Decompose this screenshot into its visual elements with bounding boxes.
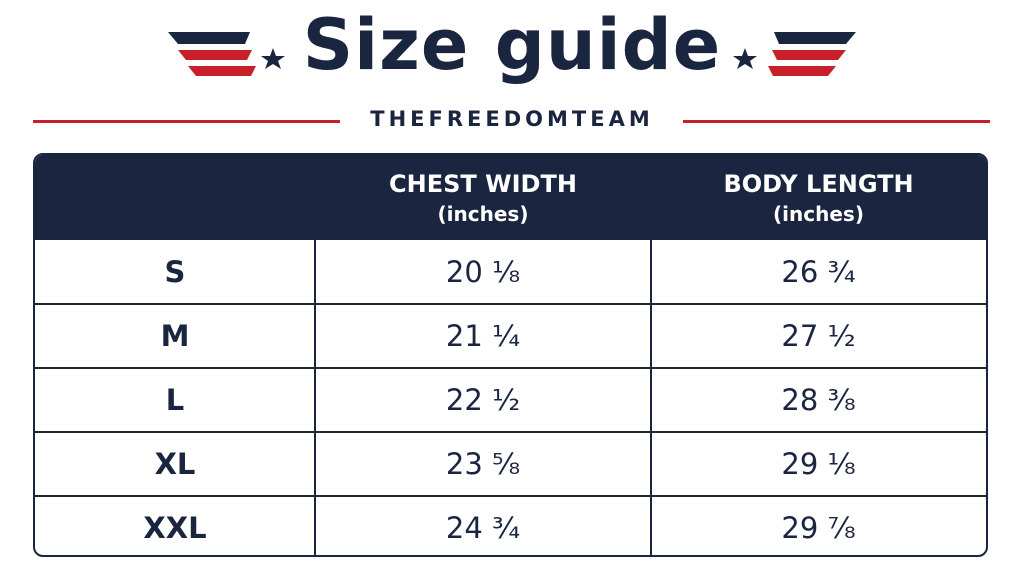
title-decoration: [168, 32, 856, 76]
measurement: 23 ⁵⁄₈: [445, 447, 521, 481]
size-table: CHEST WIDTH (inches) BODY LENGTH (inches) S 2…: [33, 153, 988, 557]
size-label: XL: [154, 447, 196, 481]
measurement: 27 ¹⁄₂: [781, 319, 856, 353]
divider: [33, 120, 340, 123]
subtitle: THEFREEDOMTEAM: [370, 107, 654, 131]
column-label: CHEST WIDTH: [389, 170, 577, 198]
size-label: L: [165, 383, 185, 417]
size-label: XXL: [143, 511, 207, 545]
right-wing: [733, 32, 856, 76]
measurement: 20 ¹⁄₈: [445, 255, 521, 289]
measurement: 29 ¹⁄₈: [781, 447, 856, 481]
measurement: 29 ⁷⁄₈: [781, 511, 856, 545]
row-divider: [35, 303, 986, 305]
measurement: 26 ³⁄₄: [781, 255, 856, 289]
table-header: [35, 155, 986, 240]
row-divider: [35, 431, 986, 433]
column-header: BODY LENGTH (inches): [651, 155, 986, 240]
size-label: M: [160, 319, 190, 353]
divider: [683, 120, 990, 123]
title: Size guide: [302, 4, 722, 86]
column-unit: (inches): [773, 202, 864, 226]
left-wing: [168, 32, 285, 76]
row-divider: [35, 495, 986, 497]
column-divider: [314, 155, 316, 555]
size-label: S: [164, 255, 186, 289]
column-label: BODY LENGTH: [723, 170, 914, 198]
measurement: 24 ³⁄₄: [445, 511, 521, 545]
column-divider: [650, 155, 652, 555]
measurement: 21 ¹⁄₄: [445, 319, 521, 353]
column-header: CHEST WIDTH (inches): [315, 155, 651, 240]
measurement: 28 ³⁄₈: [781, 383, 856, 417]
measurement: 22 ¹⁄₂: [445, 383, 521, 417]
row-divider: [35, 367, 986, 369]
column-unit: (inches): [437, 202, 529, 226]
